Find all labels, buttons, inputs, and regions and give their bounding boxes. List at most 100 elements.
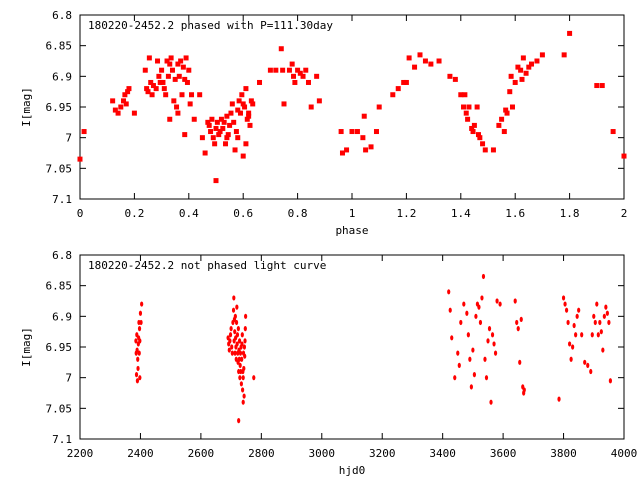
data-point bbox=[610, 129, 616, 135]
chart-title: 180220-2452.2 not phased light curve bbox=[88, 259, 326, 272]
data-point bbox=[583, 359, 587, 365]
data-point bbox=[563, 301, 567, 307]
data-point bbox=[482, 147, 488, 153]
data-point bbox=[477, 304, 481, 310]
data-point bbox=[243, 86, 249, 92]
data-point bbox=[316, 98, 322, 104]
data-point bbox=[412, 64, 418, 70]
data-point bbox=[213, 178, 219, 184]
data-point bbox=[224, 135, 230, 141]
data-point bbox=[512, 79, 518, 85]
data-point bbox=[232, 147, 238, 153]
data-point bbox=[238, 350, 243, 356]
data-point bbox=[598, 319, 602, 326]
x-tick-label: 2400 bbox=[127, 447, 154, 460]
data-point bbox=[577, 307, 581, 313]
data-point bbox=[237, 356, 241, 362]
x-tick-label: 1.6 bbox=[505, 207, 525, 220]
data-point bbox=[184, 79, 190, 85]
data-point bbox=[291, 73, 297, 79]
data-point bbox=[230, 350, 234, 356]
data-point bbox=[481, 273, 486, 280]
data-point bbox=[586, 362, 590, 368]
data-point bbox=[281, 101, 287, 107]
data-point bbox=[241, 399, 245, 405]
y-tick-label: 6.8 bbox=[52, 249, 72, 262]
data-point bbox=[338, 129, 344, 135]
data-point bbox=[599, 83, 605, 89]
data-point bbox=[599, 329, 603, 335]
data-point bbox=[121, 98, 127, 104]
data-point bbox=[508, 73, 514, 79]
data-point bbox=[213, 125, 219, 131]
x-tick-label: 3800 bbox=[550, 447, 577, 460]
data-point bbox=[516, 326, 520, 332]
data-point bbox=[171, 98, 177, 104]
data-point bbox=[138, 338, 142, 344]
data-point bbox=[240, 332, 244, 338]
data-point bbox=[216, 132, 222, 138]
data-point bbox=[308, 104, 314, 110]
data-point bbox=[241, 375, 245, 381]
data-point bbox=[137, 350, 141, 356]
data-point bbox=[163, 92, 169, 98]
data-point bbox=[231, 307, 236, 313]
data-point bbox=[168, 55, 174, 61]
data-point bbox=[572, 322, 576, 329]
data-point bbox=[566, 319, 570, 326]
data-point bbox=[242, 344, 247, 350]
data-point bbox=[233, 313, 237, 319]
data-point bbox=[486, 338, 490, 344]
data-point bbox=[520, 55, 526, 61]
data-point bbox=[235, 135, 241, 141]
data-point bbox=[360, 135, 366, 141]
data-point bbox=[243, 338, 247, 344]
data-point bbox=[490, 147, 496, 153]
data-point bbox=[228, 332, 233, 338]
data-point bbox=[231, 119, 237, 125]
data-point bbox=[499, 116, 505, 122]
data-markers bbox=[77, 30, 627, 184]
data-point bbox=[242, 393, 246, 399]
data-point bbox=[466, 104, 472, 110]
data-point bbox=[150, 83, 156, 89]
data-point bbox=[244, 116, 250, 122]
data-point bbox=[278, 46, 284, 52]
y-tick-label: 7.05 bbox=[46, 402, 73, 415]
data-point bbox=[138, 375, 142, 381]
data-point bbox=[199, 135, 205, 141]
data-point bbox=[468, 356, 472, 362]
data-point bbox=[280, 67, 286, 73]
data-point bbox=[205, 119, 211, 125]
data-point bbox=[187, 101, 193, 107]
data-point bbox=[243, 326, 247, 332]
data-point bbox=[349, 129, 355, 135]
data-point bbox=[115, 110, 121, 116]
data-point bbox=[461, 104, 467, 110]
data-point bbox=[183, 55, 189, 61]
data-point bbox=[448, 307, 452, 313]
data-point bbox=[233, 350, 237, 356]
data-point bbox=[180, 64, 186, 70]
panel-phased: 180220-2452.2 phased with P=111.30day ph… bbox=[20, 9, 627, 237]
data-point bbox=[589, 368, 593, 375]
data-point bbox=[480, 141, 486, 147]
data-point bbox=[232, 295, 236, 301]
data-point bbox=[167, 116, 173, 122]
data-point bbox=[487, 326, 492, 332]
data-point bbox=[243, 353, 247, 359]
data-point bbox=[406, 55, 412, 61]
data-point bbox=[569, 356, 573, 362]
data-point bbox=[466, 332, 470, 338]
data-point bbox=[574, 332, 578, 338]
data-point bbox=[155, 58, 161, 64]
data-point bbox=[474, 104, 480, 110]
data-point bbox=[401, 79, 407, 85]
data-point bbox=[292, 79, 298, 85]
data-point bbox=[493, 350, 498, 356]
data-point bbox=[459, 319, 463, 326]
data-point bbox=[462, 301, 466, 307]
data-point bbox=[223, 141, 229, 147]
y-tick-label: 7.1 bbox=[52, 433, 72, 446]
